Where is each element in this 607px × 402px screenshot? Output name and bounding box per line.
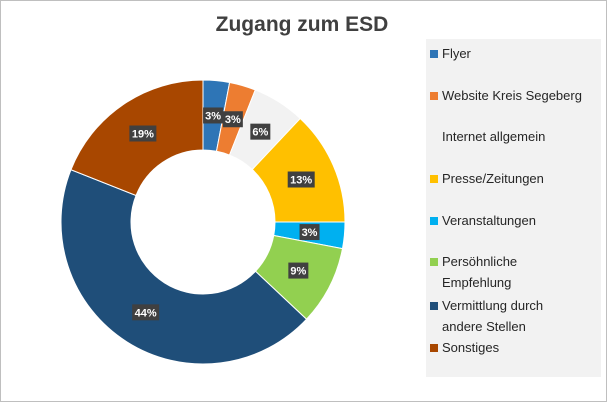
data-label-box: [288, 262, 309, 279]
data-label: 3%: [203, 107, 224, 124]
data-label-text: 9%: [290, 266, 306, 278]
data-label-text: 6%: [252, 127, 268, 139]
data-label-box: [132, 304, 160, 321]
data-label-box: [129, 125, 157, 142]
data-label: 19%: [129, 125, 157, 142]
data-label-box: [203, 107, 224, 124]
legend-swatch: [430, 258, 438, 266]
legend: Flyer Website Kreis Segeberg Internet al…: [426, 39, 601, 377]
legend-label: Veranstaltungen: [442, 213, 536, 228]
legend-swatch: [430, 175, 438, 183]
data-label: 13%: [287, 171, 315, 188]
legend-label: Vermittlung durch andere Stellen: [442, 298, 544, 334]
legend-label: Sonstiges: [442, 340, 500, 355]
donut-slice: [60, 169, 308, 365]
legend-swatch: [430, 133, 438, 141]
data-label-box: [222, 111, 243, 128]
data-label: 6%: [250, 123, 271, 140]
legend-item-flyer: Flyer: [430, 43, 602, 64]
legend-swatch: [430, 344, 438, 352]
legend-label: Flyer: [442, 46, 471, 61]
legend-item-website: Website Kreis Segeberg: [430, 85, 602, 106]
legend-item-internet: Internet allgemein: [430, 126, 602, 147]
data-label-text: 3%: [225, 114, 241, 126]
data-label-text: 3%: [302, 227, 318, 239]
data-label-text: 3%: [205, 110, 221, 122]
legend-item-empfehlung: Persöhnliche Empfehlung: [430, 251, 562, 293]
data-label-text: 13%: [290, 175, 312, 187]
data-label-box: [287, 171, 315, 188]
data-label: 3%: [299, 224, 320, 241]
legend-swatch: [430, 92, 438, 100]
data-label: 9%: [288, 262, 309, 279]
legend-swatch: [430, 217, 438, 225]
legend-label: Persöhnliche Empfehlung: [442, 254, 518, 290]
data-label-box: [299, 224, 320, 241]
legend-item-sonstiges: Sonstiges: [430, 337, 602, 358]
data-label: 44%: [132, 304, 160, 321]
legend-item-veranstaltungen: Veranstaltungen: [430, 210, 602, 231]
legend-swatch: [430, 50, 438, 58]
legend-label: Website Kreis Segeberg: [442, 88, 582, 103]
data-label-text: 19%: [132, 129, 154, 141]
legend-swatch: [430, 302, 438, 310]
legend-label: Internet allgemein: [442, 129, 546, 144]
chart-title: Zugang zum ESD: [215, 13, 389, 36]
donut-chart: 3% 3% 6% 13% 3% 9% 44% 19%: [60, 79, 346, 365]
legend-item-vermittlung: Vermittlung durch andere Stellen: [430, 295, 582, 337]
data-label-box: [250, 123, 271, 140]
data-label: 3%: [222, 111, 243, 128]
data-label-text: 44%: [135, 307, 157, 319]
legend-label: Presse/Zeitungen: [442, 171, 544, 186]
legend-item-presse: Presse/Zeitungen: [430, 168, 602, 189]
